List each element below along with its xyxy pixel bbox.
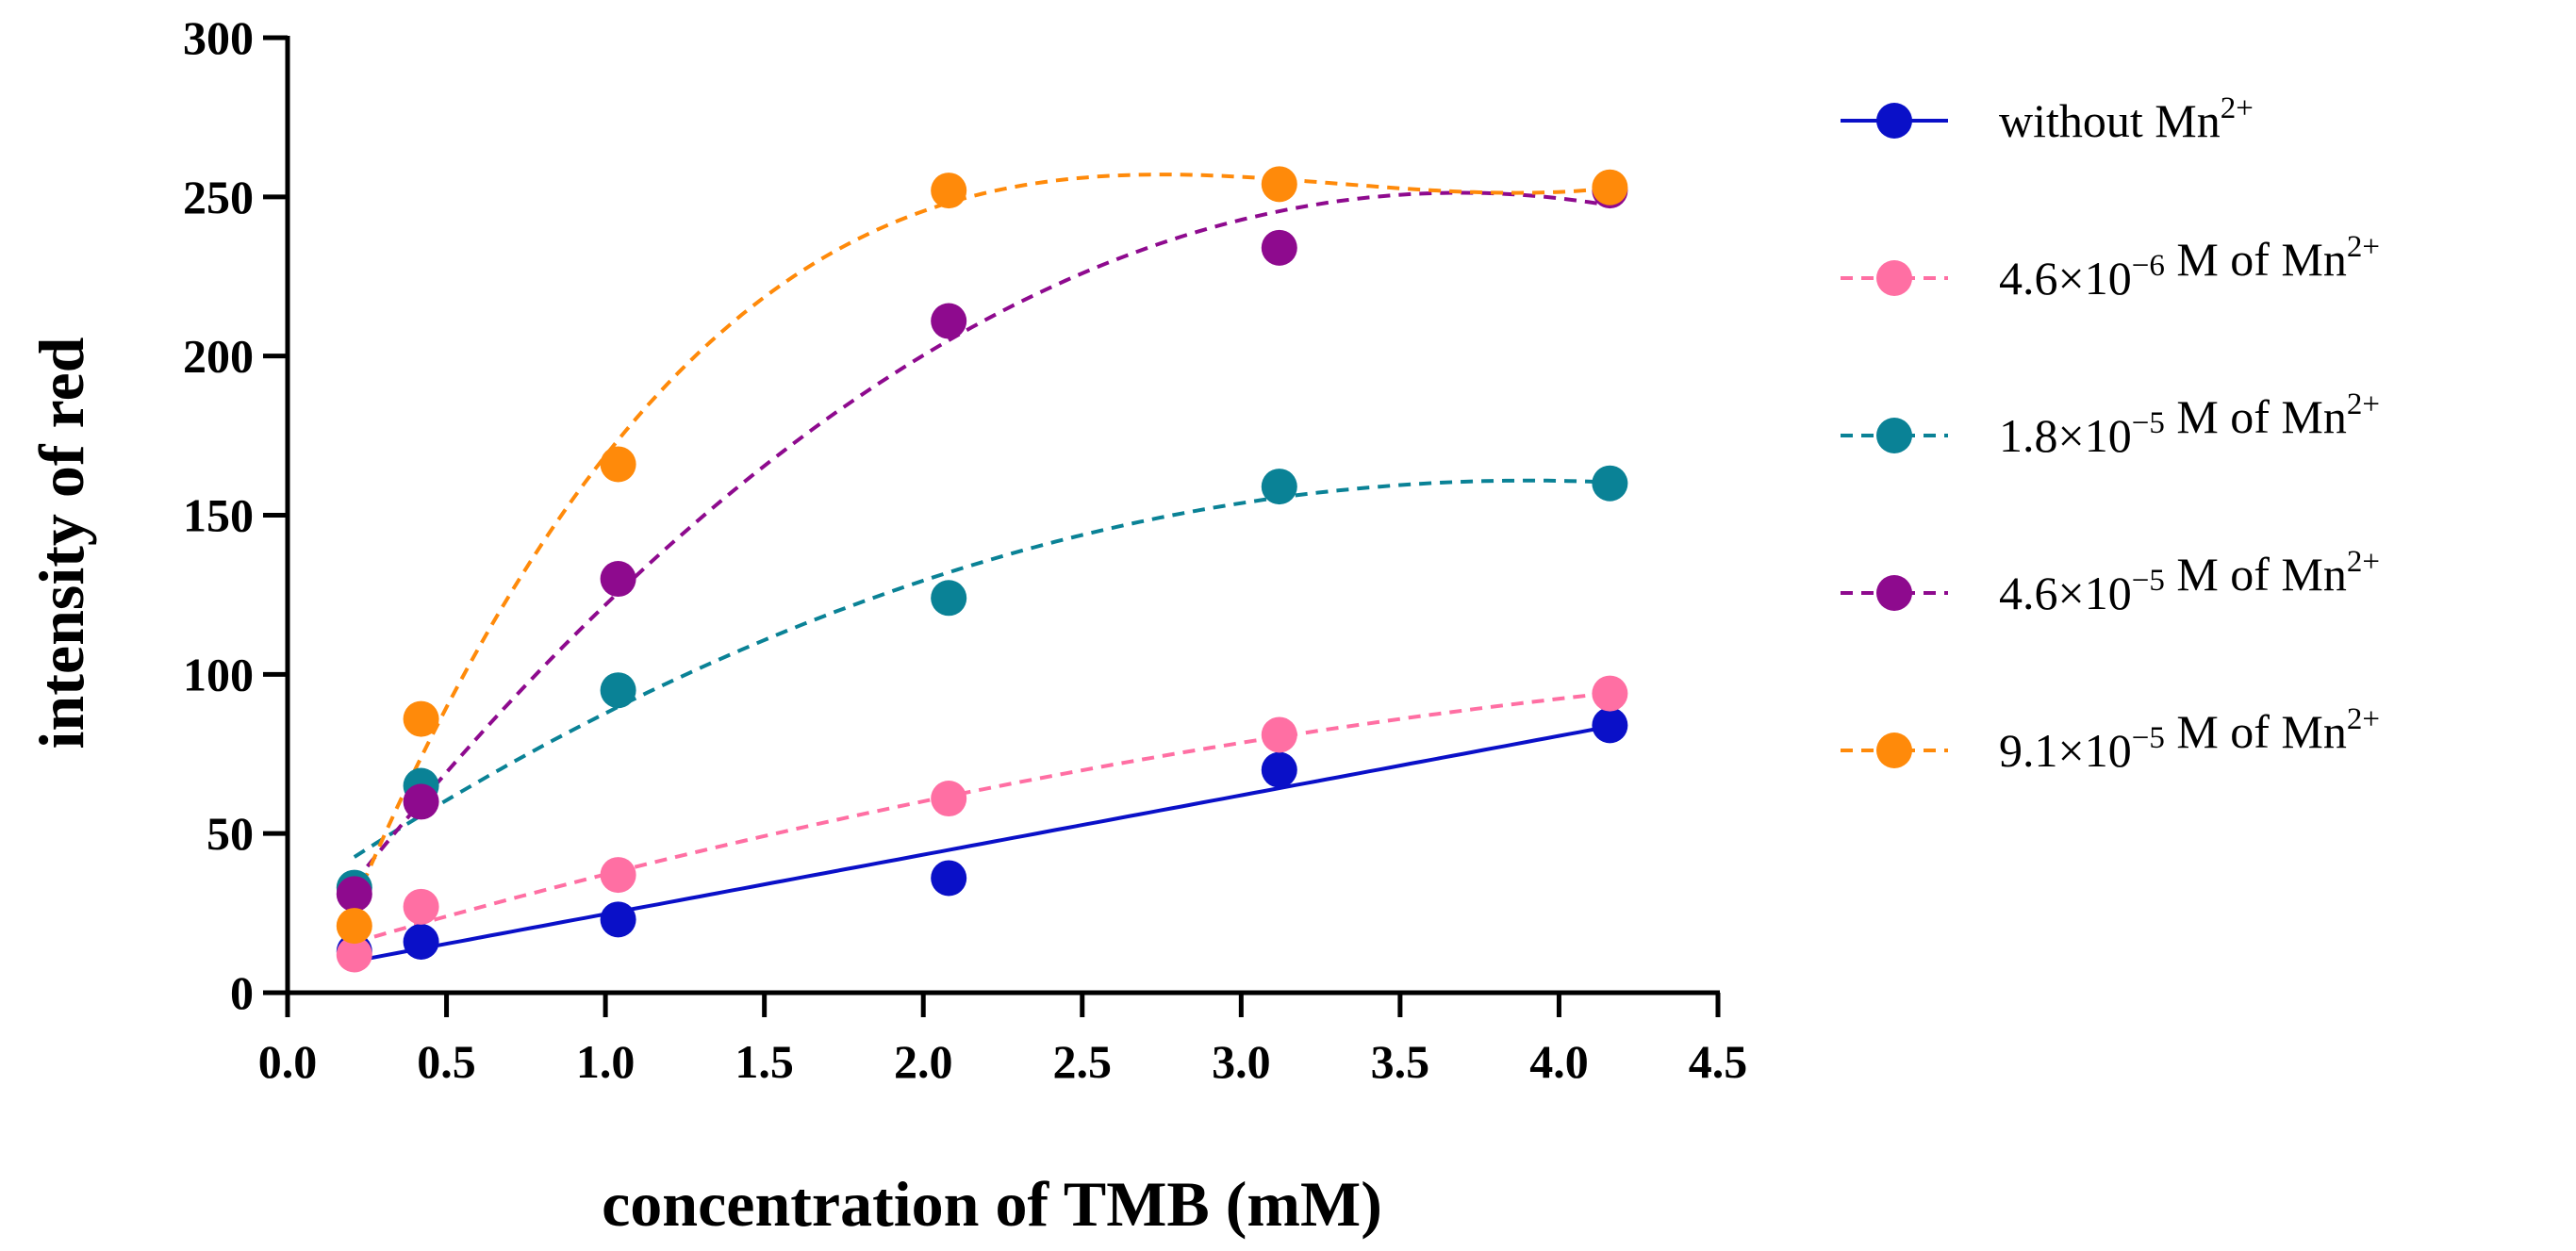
legend-marker — [1876, 260, 1912, 296]
y-tick-label: 100 — [183, 648, 254, 700]
data-point-series-1 — [1261, 716, 1297, 753]
data-point-series-3 — [336, 876, 372, 913]
legend-label-superscript: 2+ — [2221, 91, 2254, 125]
data-point-series-2 — [1592, 465, 1628, 502]
data-point-series-3 — [600, 561, 636, 598]
legend-marker — [1876, 575, 1912, 611]
legend-label-text: 9.1×10 — [1999, 724, 2132, 777]
legend-label-text: 4.6×10 — [1999, 567, 2132, 619]
data-point-series-4 — [403, 700, 439, 737]
x-tick-label: 3.5 — [1371, 1035, 1430, 1088]
fit-line-series-4 — [352, 173, 1610, 905]
legend-label: without Mn2+ — [1999, 91, 2254, 147]
data-point-series-1 — [403, 888, 439, 925]
data-point-series-3 — [403, 783, 439, 820]
legend-label: 4.6×10−6 M of Mn2+ — [1999, 230, 2380, 305]
legend-label-superscript: −5 — [2132, 406, 2165, 440]
data-point-series-0 — [1261, 751, 1297, 788]
legend-label-text: without Mn — [1999, 94, 2221, 147]
legend-label: 4.6×10−5 M of Mn2+ — [1999, 545, 2380, 619]
legend-label-superscript: 2+ — [2347, 387, 2380, 421]
legend-label-superscript: 2+ — [2347, 545, 2380, 579]
legend-label-superscript: −6 — [2132, 249, 2165, 283]
legend-label: 9.1×10−5 M of Mn2+ — [1999, 702, 2380, 777]
data-point-series-1 — [336, 936, 372, 973]
legend-marker — [1876, 103, 1912, 139]
data-point-series-4 — [1261, 166, 1297, 203]
data-point-series-2 — [931, 580, 967, 617]
legend-item-2: 1.8×10−5 M of Mn2+ — [1841, 387, 2380, 462]
legend-item-4: 9.1×10−5 M of Mn2+ — [1841, 702, 2380, 777]
x-tick-label: 3.0 — [1212, 1035, 1271, 1088]
legend-item-0: without Mn2+ — [1841, 91, 2254, 147]
x-tick-label: 0.5 — [417, 1035, 476, 1088]
legend-marker — [1876, 418, 1912, 453]
x-tick-label: 1.0 — [576, 1035, 636, 1088]
legend-label-text: M of Mn — [2165, 233, 2347, 286]
fit-line-series-0 — [354, 724, 1610, 963]
y-tick-label: 250 — [183, 171, 254, 223]
y-tick-label: 200 — [183, 330, 254, 383]
y-axis-label: intensity of red — [25, 337, 97, 749]
legend-label-text: 1.8×10 — [1999, 409, 2132, 462]
data-point-series-0 — [403, 923, 439, 960]
legend-label-superscript: −5 — [2132, 564, 2165, 598]
data-point-series-4 — [600, 446, 636, 483]
x-axis-label: concentration of TMB (mM) — [602, 1168, 1382, 1240]
legend-marker — [1876, 732, 1912, 768]
fit-line-series-2 — [353, 478, 1610, 859]
x-tick-label: 4.5 — [1689, 1035, 1748, 1088]
legend-label-superscript: −5 — [2132, 721, 2165, 755]
x-tick-label: 2.0 — [894, 1035, 953, 1088]
data-point-series-3 — [1261, 229, 1297, 266]
legend-label-text: M of Mn — [2165, 390, 2347, 443]
legend-label-text: 4.6×10 — [1999, 252, 2132, 305]
legend-item-1: 4.6×10−6 M of Mn2+ — [1841, 230, 2380, 305]
data-point-series-4 — [931, 173, 967, 209]
x-tick-label: 1.5 — [735, 1035, 794, 1088]
y-tick-label: 50 — [206, 807, 254, 860]
data-point-series-1 — [600, 857, 636, 894]
data-point-series-0 — [931, 860, 967, 897]
data-point-series-1 — [1592, 675, 1628, 712]
y-tick-label: 0 — [230, 966, 254, 1019]
legend-item-3: 4.6×10−5 M of Mn2+ — [1841, 545, 2380, 619]
data-point-series-4 — [336, 908, 372, 945]
data-point-series-4 — [1592, 169, 1628, 206]
fit-line-series-3 — [353, 190, 1610, 884]
axes: 0 50 100 150 200 250 300 0.0 0.5 1.0 1.5 2.0 2.5 3.0 3… — [183, 11, 1747, 1088]
data-point-series-2 — [1261, 469, 1297, 505]
legend-label: 1.8×10−5 M of Mn2+ — [1999, 387, 2380, 462]
data-point-series-0 — [1592, 707, 1628, 744]
legend-label-superscript: 2+ — [2347, 230, 2380, 264]
y-tick-label: 300 — [183, 11, 254, 64]
data-point-series-2 — [600, 672, 636, 709]
data-point-series-0 — [600, 901, 636, 938]
legend: without Mn2+4.6×10−6 M of Mn2+1.8×10−5 M… — [1841, 91, 2380, 777]
legend-label-text: M of Mn — [2165, 548, 2347, 601]
legend-label-superscript: 2+ — [2347, 702, 2380, 736]
fit-line-series-1 — [354, 691, 1610, 945]
x-tick-label: 4.0 — [1529, 1035, 1589, 1088]
data-point-series-3 — [931, 303, 967, 339]
y-tick-label: 150 — [183, 489, 254, 542]
x-tick-label: 0.0 — [258, 1035, 318, 1088]
data-points — [336, 166, 1628, 973]
fit-lines — [352, 173, 1610, 963]
data-point-series-1 — [931, 781, 967, 817]
legend-label-text: M of Mn — [2165, 705, 2347, 758]
x-tick-label: 2.5 — [1053, 1035, 1113, 1088]
